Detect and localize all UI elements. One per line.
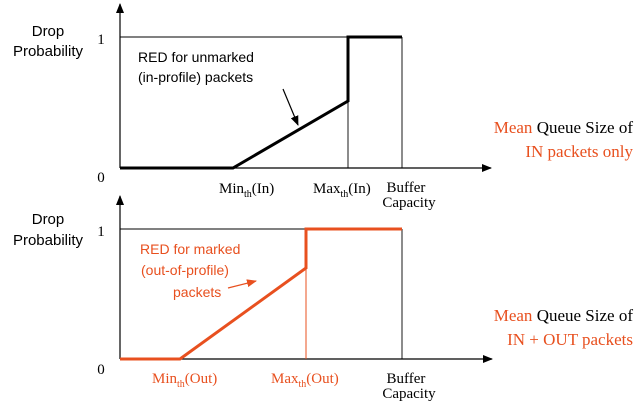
bottom-buffer-label-line2: Capacity xyxy=(382,386,436,402)
bottom-xlabel-line2: IN + OUT packets xyxy=(507,330,633,349)
bottom-annotation-line1: RED for marked xyxy=(140,241,240,257)
top-ylabel-line1: Drop xyxy=(32,23,65,40)
bottom-min-label: Minth(Out) xyxy=(152,371,217,390)
top-buffer-label-line2: Capacity xyxy=(382,195,436,211)
bottom-annotation-line2: (out-of-profile) xyxy=(141,262,229,278)
top-xlabel-line2: IN packets only xyxy=(525,142,633,161)
bottom-buffer-label-line1: Buffer xyxy=(387,371,426,387)
bottom-ylabel-line2: Probability xyxy=(13,232,84,249)
bottom-ylabel-line1: Drop xyxy=(32,211,65,228)
top-panel: Drop Probability 1 0 RED for unmarked (i… xyxy=(13,3,634,211)
top-min-label: Minth(In) xyxy=(219,181,274,200)
top-xlabel-line1: Mean Queue Size of xyxy=(494,118,634,137)
bottom-tick-zero: 0 xyxy=(97,362,105,378)
top-max-label: Maxth(In) xyxy=(313,181,371,200)
bottom-red-curve xyxy=(120,227,402,361)
bottom-xlabel-line1: Mean Queue Size of xyxy=(494,306,634,325)
top-annotation-line1: RED for unmarked xyxy=(138,49,254,65)
top-tick-one: 1 xyxy=(97,32,105,48)
bottom-annotation-line3: packets xyxy=(173,284,221,300)
top-tick-zero: 0 xyxy=(97,170,105,186)
top-annotation-line2: (in-profile) packets xyxy=(138,69,253,85)
bottom-tick-one: 1 xyxy=(97,224,105,240)
top-annotation-arrow xyxy=(282,88,299,126)
top-buffer-label-line1: Buffer xyxy=(387,180,426,196)
bottom-panel: Drop Probability 1 0 RED for marked (out… xyxy=(13,195,634,402)
bottom-annotation-arrow xyxy=(227,279,257,289)
top-red-curve xyxy=(120,35,402,170)
bottom-max-label: Maxth(Out) xyxy=(271,371,339,390)
top-ylabel-line2: Probability xyxy=(13,43,84,60)
